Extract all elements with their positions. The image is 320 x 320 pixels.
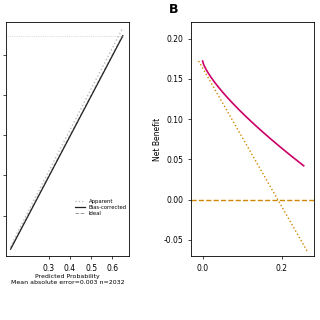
Legend: Apparent, Bias-corrected, Ideal: Apparent, Bias-corrected, Ideal — [73, 196, 129, 218]
Text: B: B — [169, 3, 178, 16]
X-axis label: Predicted Probability
Mean absolute error=0.003 n=2032: Predicted Probability Mean absolute erro… — [11, 274, 125, 285]
Y-axis label: Net Benefit: Net Benefit — [153, 117, 162, 161]
